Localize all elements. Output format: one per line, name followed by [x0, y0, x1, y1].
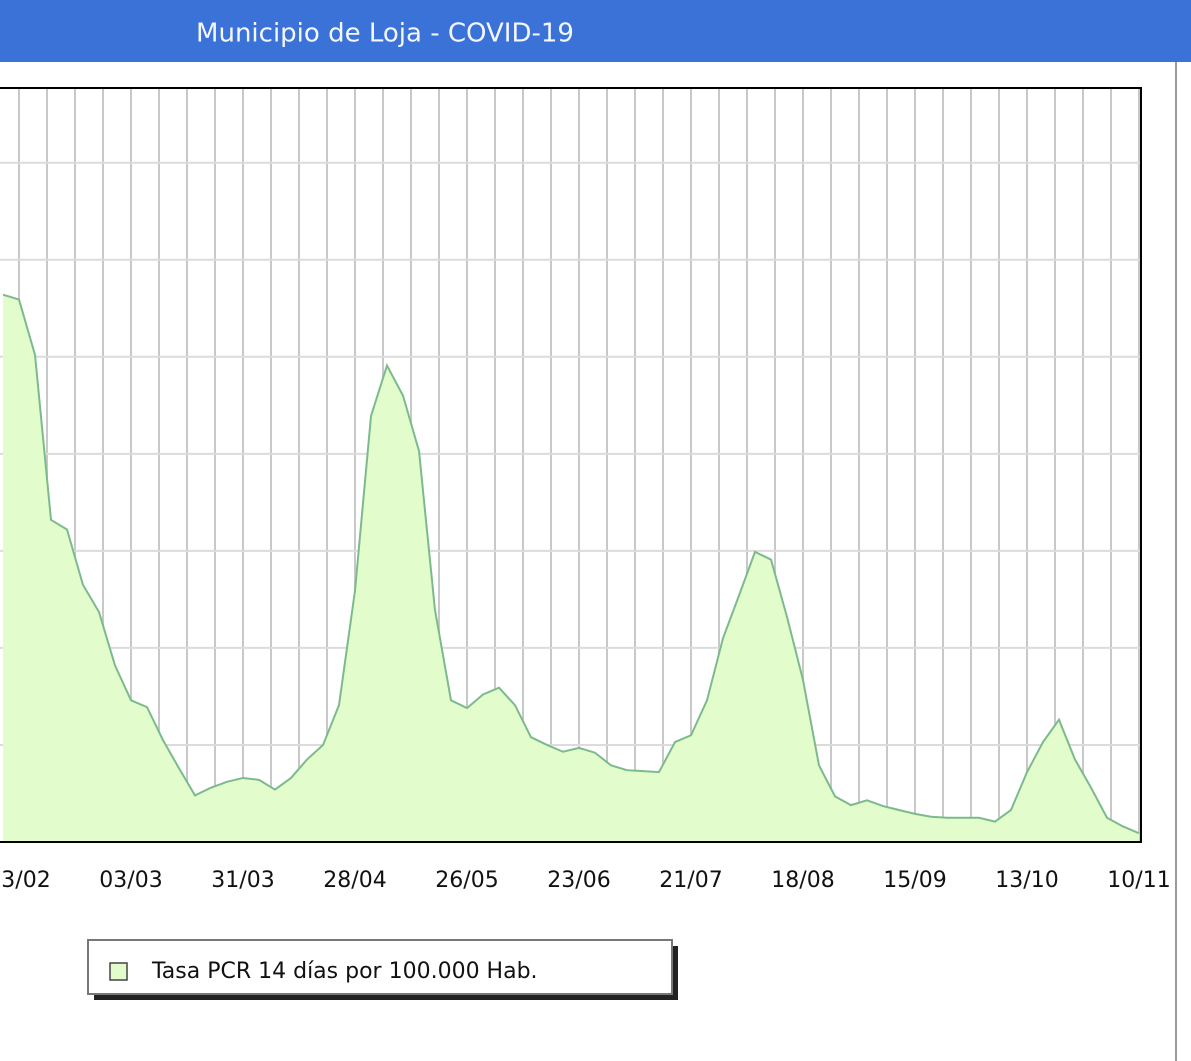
x-tick-label: 13/10: [995, 868, 1058, 893]
x-tick-label: 10/11: [1107, 868, 1170, 893]
x-tick-label: 23/06: [547, 868, 610, 893]
x-tick-label: 15/09: [883, 868, 946, 893]
line: [2, 293, 1140, 835]
legend-label: Tasa PCR 14 días por 100.000 Hab.: [151, 959, 538, 984]
legend-box: [87, 939, 673, 995]
chart-title: Municipio de Loja - COVID-19: [196, 19, 574, 49]
legend-swatch: [109, 962, 128, 981]
plot-area: [0, 88, 1141, 842]
legend: Tasa PCR 14 días por 100.000 Hab.: [87, 939, 678, 1000]
x-tick-label: 26/05: [435, 868, 498, 893]
x-tick-label: 03/02: [0, 868, 51, 893]
x-tick-label: 18/08: [771, 868, 834, 893]
x-tick-label: 31/03: [211, 868, 274, 893]
plot-border: [0, 87, 1142, 843]
x-tick-label: 21/07: [659, 868, 722, 893]
x-tick-label: 03/03: [99, 868, 162, 893]
title-bar: [0, 0, 1191, 62]
x-tick-label: 28/04: [323, 868, 386, 893]
area: [3, 294, 1139, 843]
